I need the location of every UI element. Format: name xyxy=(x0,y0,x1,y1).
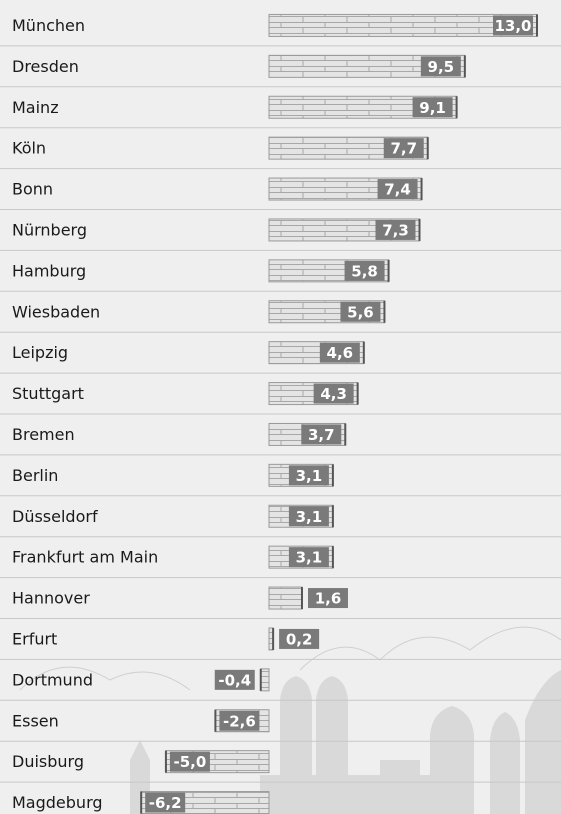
value-label: 5,6 xyxy=(347,303,374,321)
value-label: 4,3 xyxy=(320,385,347,403)
category-label: Wiesbaden xyxy=(12,302,100,321)
category-label: Berlin xyxy=(12,466,58,485)
value-label-box xyxy=(375,219,416,240)
value-label: 9,1 xyxy=(419,99,446,117)
value-label-box xyxy=(412,97,453,118)
value-label-box xyxy=(145,792,186,813)
category-label: Mainz xyxy=(12,98,59,117)
value-label: 3,7 xyxy=(308,426,335,444)
category-label: Leipzig xyxy=(12,343,68,362)
value-label-box xyxy=(493,15,533,36)
value-label-box xyxy=(313,383,354,404)
value-label-box xyxy=(319,342,360,363)
category-label: Frankfurt am Main xyxy=(12,548,158,567)
category-label: Dresden xyxy=(12,57,79,76)
category-label: Magdeburg xyxy=(12,793,103,812)
value-label-box xyxy=(344,260,385,281)
value-label-box xyxy=(288,506,329,527)
value-label: 7,7 xyxy=(390,140,417,158)
category-label: Nürnberg xyxy=(12,220,87,239)
bar xyxy=(260,668,270,692)
category-label: Köln xyxy=(12,139,46,158)
value-label-box xyxy=(288,547,329,568)
value-label-box xyxy=(420,56,461,77)
value-label: -0,4 xyxy=(218,671,251,689)
bar xyxy=(268,586,303,610)
value-label: 13,0 xyxy=(494,17,531,35)
value-label: -6,2 xyxy=(149,794,182,812)
value-label-box xyxy=(301,424,342,445)
value-label: -2,6 xyxy=(223,712,256,730)
value-label: 9,5 xyxy=(428,58,455,76)
value-label-box xyxy=(377,179,418,200)
cloud xyxy=(299,626,561,671)
skyline xyxy=(130,670,561,814)
value-label-box xyxy=(307,588,348,609)
category-label: Erfurt xyxy=(12,629,57,648)
category-label: Hamburg xyxy=(12,261,86,280)
category-label: Stuttgart xyxy=(12,384,84,403)
value-label-box xyxy=(383,138,424,159)
cloud xyxy=(19,666,191,691)
value-label: 4,6 xyxy=(327,344,354,362)
value-label-box xyxy=(288,465,329,486)
category-label: München xyxy=(12,16,85,35)
category-label: Dortmund xyxy=(12,670,93,689)
value-label: 3,1 xyxy=(296,508,323,526)
value-label-box xyxy=(279,628,320,649)
value-label-box xyxy=(214,669,255,690)
value-label: 1,6 xyxy=(315,590,342,608)
category-label: Bremen xyxy=(12,425,75,444)
value-label: 7,3 xyxy=(382,221,409,239)
category-label: Hannover xyxy=(12,589,90,608)
value-label: 3,1 xyxy=(296,467,323,485)
value-label-box xyxy=(340,301,381,322)
value-label: 3,1 xyxy=(296,549,323,567)
value-label-box xyxy=(219,710,260,731)
value-label-box xyxy=(169,751,210,772)
value-label: 5,8 xyxy=(351,262,378,280)
value-label: 7,4 xyxy=(384,181,411,199)
value-label: 0,2 xyxy=(286,630,313,648)
category-label: Duisburg xyxy=(12,752,84,771)
category-label: Essen xyxy=(12,711,59,730)
category-label: Bonn xyxy=(12,180,53,199)
category-label: Düsseldorf xyxy=(12,507,98,526)
value-label: -5,0 xyxy=(174,753,207,771)
